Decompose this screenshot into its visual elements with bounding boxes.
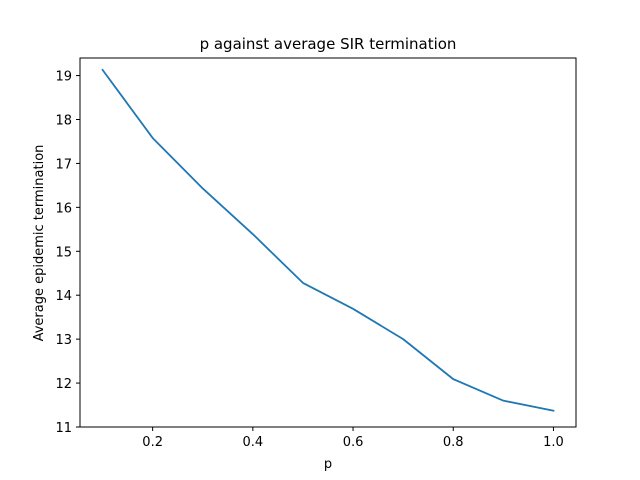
- x-tick-label: 0.2: [142, 435, 163, 450]
- y-axis-label: Average epidemic termination: [32, 145, 47, 342]
- y-tick-label: 13: [55, 333, 72, 348]
- y-tick-label: 12: [55, 377, 72, 392]
- plot-frame: [79, 57, 577, 428]
- x-axis-label: p: [324, 457, 332, 472]
- x-tick-label: 0.4: [243, 435, 264, 450]
- y-tick-label: 11: [55, 421, 72, 436]
- y-tick-label: 14: [55, 289, 72, 304]
- y-tick-label: 19: [55, 70, 72, 85]
- y-tick-label: 15: [55, 245, 72, 260]
- series-line-0: [101, 68, 555, 412]
- y-tick-label: 16: [55, 201, 72, 216]
- x-tick-label: 1.0: [543, 435, 564, 450]
- x-tick-label: 0.6: [343, 435, 364, 450]
- y-tick-label: 17: [55, 157, 72, 172]
- x-tick-label: 0.8: [443, 435, 464, 450]
- chart-title: p against average SIR termination: [200, 35, 457, 53]
- y-tick-label: 18: [55, 114, 72, 129]
